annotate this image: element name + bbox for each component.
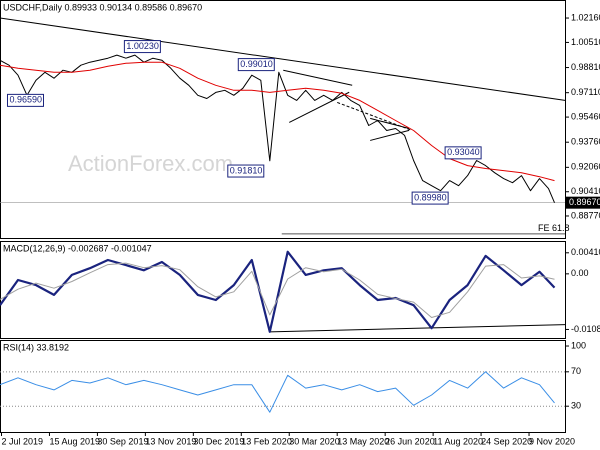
annotation-label: 1.00230 bbox=[126, 41, 159, 51]
y-tick-label: 0.004101 bbox=[571, 247, 600, 257]
watermark: ActionForex.com bbox=[68, 151, 233, 176]
x-tick-label: 30 Mar 2020 bbox=[289, 436, 340, 446]
annotation-label: 0.91810 bbox=[230, 165, 263, 175]
annotation-label: 0.93040 bbox=[447, 147, 480, 157]
fib-label: FE 61.8 bbox=[538, 223, 570, 233]
series-line bbox=[0, 54, 555, 203]
y-tick-label: 70 bbox=[571, 366, 581, 376]
x-tick-label: 11 Aug 2020 bbox=[433, 436, 483, 446]
trendline bbox=[283, 69, 353, 86]
x-tick-label: 13 May 2020 bbox=[337, 436, 389, 446]
panel-border bbox=[0, 241, 566, 339]
series-line bbox=[0, 61, 555, 182]
y-tick-label: 0.97110 bbox=[571, 87, 600, 97]
annotation-box bbox=[411, 191, 449, 205]
panel-border bbox=[0, 0, 566, 239]
y-tick-label: 1.02160 bbox=[571, 12, 600, 22]
series-line bbox=[0, 262, 555, 318]
x-tick-label: 9 Nov 2020 bbox=[529, 436, 575, 446]
annotation-label: 0.99010 bbox=[240, 59, 273, 69]
annotation-box bbox=[227, 164, 265, 178]
panel-title: RSI(14) 33.8192 bbox=[3, 342, 69, 352]
annotation-box bbox=[444, 146, 482, 160]
x-tick-label: 13 Feb 2020 bbox=[241, 436, 292, 446]
trendline bbox=[370, 117, 410, 129]
x-tick-label: 15 Aug 2019 bbox=[49, 436, 100, 446]
panel-title: MACD(12,26,9) -0.002687 -0.001047 bbox=[3, 243, 152, 253]
annotation-label: 0.96590 bbox=[9, 95, 42, 105]
trendline bbox=[370, 129, 410, 141]
series-line bbox=[0, 371, 555, 413]
annotation-box bbox=[237, 58, 275, 72]
last-price-box bbox=[566, 196, 600, 209]
annotation-box bbox=[123, 40, 161, 54]
series-line bbox=[0, 250, 556, 333]
x-tick-label: 24 Sep 2020 bbox=[481, 436, 532, 446]
y-tick-label: 30 bbox=[571, 401, 581, 411]
last-price-label: 0.89670 bbox=[569, 197, 600, 207]
trendline bbox=[269, 324, 566, 333]
trendline bbox=[289, 91, 350, 123]
panel-border bbox=[0, 340, 566, 433]
x-tick-label: 2 Jul 2019 bbox=[1, 436, 43, 446]
x-tick-label: 26 Jun 2020 bbox=[385, 436, 435, 446]
panel-title: USDCHF,Daily 0.89933 0.90134 0.89586 0.8… bbox=[3, 2, 202, 12]
x-tick-label: 30 Dec 2019 bbox=[193, 436, 244, 446]
annotation-box bbox=[6, 93, 44, 107]
annotation-label: 0.89980 bbox=[414, 192, 447, 202]
y-tick-label: 100 bbox=[571, 340, 586, 350]
trendline bbox=[0, 17, 566, 101]
y-tick-label: -0.010833 bbox=[571, 324, 600, 334]
y-tick-label: 0.00 bbox=[571, 268, 589, 278]
x-tick-label: 13 Nov 2019 bbox=[145, 436, 196, 446]
x-tick-label: 30 Sep 2019 bbox=[97, 436, 148, 446]
